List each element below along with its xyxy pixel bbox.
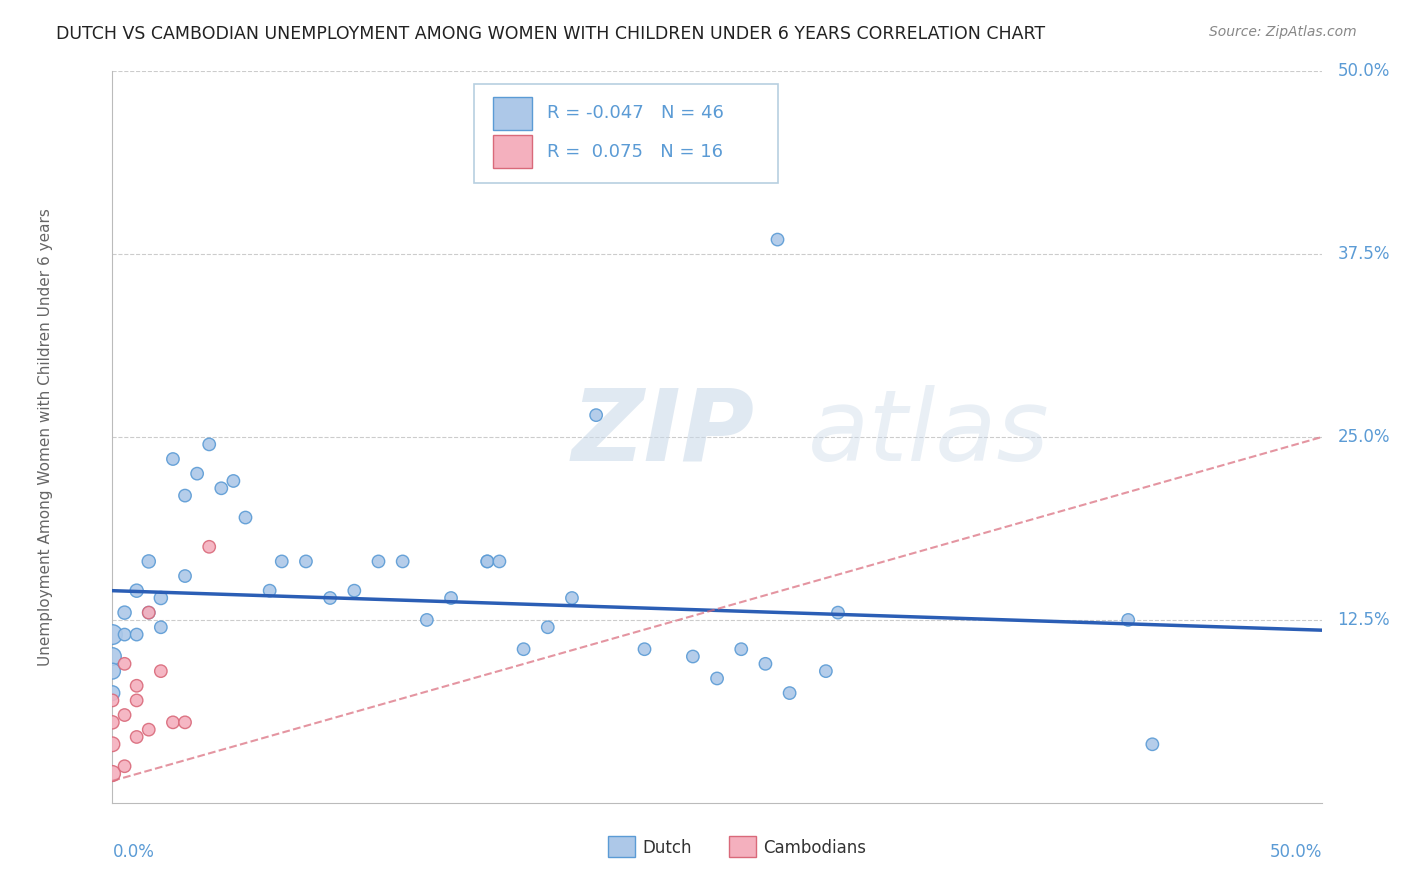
- Text: R = -0.047   N = 46: R = -0.047 N = 46: [547, 104, 724, 122]
- Point: [186, 467, 208, 481]
- Point: [367, 554, 389, 568]
- Text: Cambodians: Cambodians: [763, 839, 866, 857]
- Point: [561, 591, 583, 605]
- Text: Unemployment Among Women with Children Under 6 years: Unemployment Among Women with Children U…: [38, 208, 53, 666]
- Point: [174, 489, 197, 503]
- Point: [101, 737, 124, 751]
- Point: [730, 642, 752, 657]
- Point: [295, 554, 318, 568]
- Point: [114, 606, 136, 620]
- Point: [814, 664, 837, 678]
- Point: [138, 554, 160, 568]
- Point: [416, 613, 439, 627]
- Text: atlas: atlas: [807, 385, 1049, 482]
- Point: [198, 437, 221, 451]
- Point: [706, 672, 728, 686]
- Text: 0.0%: 0.0%: [112, 843, 155, 861]
- Point: [125, 627, 148, 641]
- Text: ZIP: ZIP: [572, 385, 755, 482]
- Point: [101, 715, 124, 730]
- Point: [162, 715, 184, 730]
- Point: [235, 510, 257, 524]
- Point: [766, 233, 789, 247]
- Point: [270, 554, 292, 568]
- Point: [101, 693, 124, 707]
- Point: [209, 481, 232, 495]
- Point: [198, 540, 221, 554]
- Point: [174, 569, 197, 583]
- Point: [138, 606, 160, 620]
- Bar: [494, 96, 531, 129]
- Point: [138, 723, 160, 737]
- Point: [149, 664, 172, 678]
- Point: [585, 408, 607, 422]
- Point: [101, 686, 124, 700]
- Point: [149, 591, 172, 605]
- Text: 25.0%: 25.0%: [1337, 428, 1391, 446]
- Point: [477, 554, 499, 568]
- Point: [114, 657, 136, 671]
- Point: [682, 649, 704, 664]
- Point: [633, 642, 655, 657]
- Point: [537, 620, 560, 634]
- Text: 37.5%: 37.5%: [1337, 245, 1391, 263]
- Point: [754, 657, 776, 671]
- Point: [259, 583, 281, 598]
- Point: [101, 766, 124, 780]
- Point: [222, 474, 245, 488]
- Point: [114, 708, 136, 723]
- Point: [1116, 613, 1139, 627]
- Point: [125, 679, 148, 693]
- Point: [138, 606, 160, 620]
- Point: [114, 627, 136, 641]
- Point: [440, 591, 463, 605]
- Point: [174, 715, 197, 730]
- Point: [1142, 737, 1164, 751]
- Point: [125, 693, 148, 707]
- FancyBboxPatch shape: [474, 84, 778, 183]
- Point: [125, 583, 148, 598]
- Point: [149, 620, 172, 634]
- Point: [125, 730, 148, 744]
- Bar: [494, 136, 531, 169]
- Point: [477, 554, 499, 568]
- Point: [319, 591, 342, 605]
- Bar: [609, 837, 636, 857]
- Text: Dutch: Dutch: [643, 839, 692, 857]
- Point: [101, 664, 124, 678]
- Point: [779, 686, 801, 700]
- Text: 50.0%: 50.0%: [1337, 62, 1389, 80]
- Text: DUTCH VS CAMBODIAN UNEMPLOYMENT AMONG WOMEN WITH CHILDREN UNDER 6 YEARS CORRELAT: DUTCH VS CAMBODIAN UNEMPLOYMENT AMONG WO…: [56, 25, 1046, 43]
- Text: 50.0%: 50.0%: [1270, 843, 1322, 861]
- Point: [391, 554, 413, 568]
- Point: [101, 627, 124, 641]
- Point: [101, 649, 124, 664]
- Text: R =  0.075   N = 16: R = 0.075 N = 16: [547, 143, 723, 161]
- Point: [488, 554, 510, 568]
- Text: Source: ZipAtlas.com: Source: ZipAtlas.com: [1209, 25, 1357, 39]
- Point: [343, 583, 366, 598]
- Point: [827, 606, 849, 620]
- Point: [162, 452, 184, 467]
- Point: [114, 759, 136, 773]
- Point: [512, 642, 534, 657]
- Bar: [730, 837, 756, 857]
- Text: 12.5%: 12.5%: [1337, 611, 1391, 629]
